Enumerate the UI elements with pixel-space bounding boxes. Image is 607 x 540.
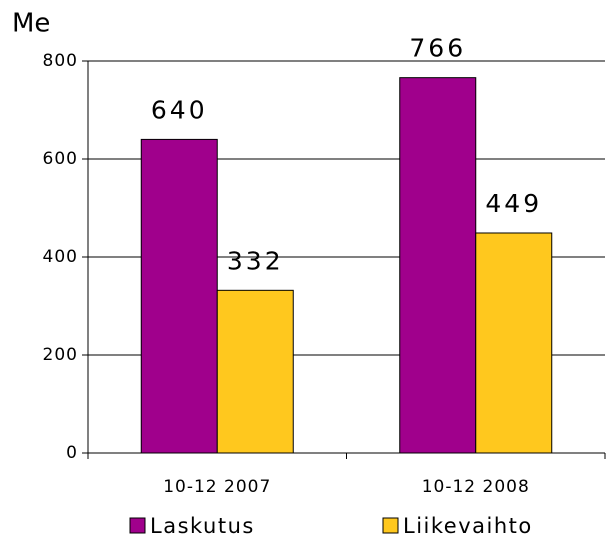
data-label: 766: [409, 34, 466, 63]
data-label: 332: [227, 246, 284, 275]
y-tick-label: 400: [43, 247, 78, 267]
y-tick-label: 0: [66, 443, 78, 463]
x-tick-label: 10-12 2007: [163, 477, 271, 497]
data-label: 640: [151, 95, 208, 124]
y-tick-label: 800: [43, 51, 78, 71]
y-tick-label: 600: [43, 149, 78, 169]
bar: [216, 289, 294, 454]
legend-label: Laskutus: [150, 514, 255, 538]
legend-swatch: [129, 517, 146, 534]
legend-label: Liikevaihto: [403, 514, 533, 538]
bar: [399, 77, 477, 454]
legend-swatch: [382, 517, 399, 534]
bar: [475, 232, 553, 454]
bar: [140, 138, 218, 454]
x-tick-label: 10-12 2008: [422, 477, 530, 497]
y-axis-label: Me: [12, 9, 50, 39]
data-label: 449: [485, 189, 542, 218]
y-tick-label: 200: [43, 345, 78, 365]
